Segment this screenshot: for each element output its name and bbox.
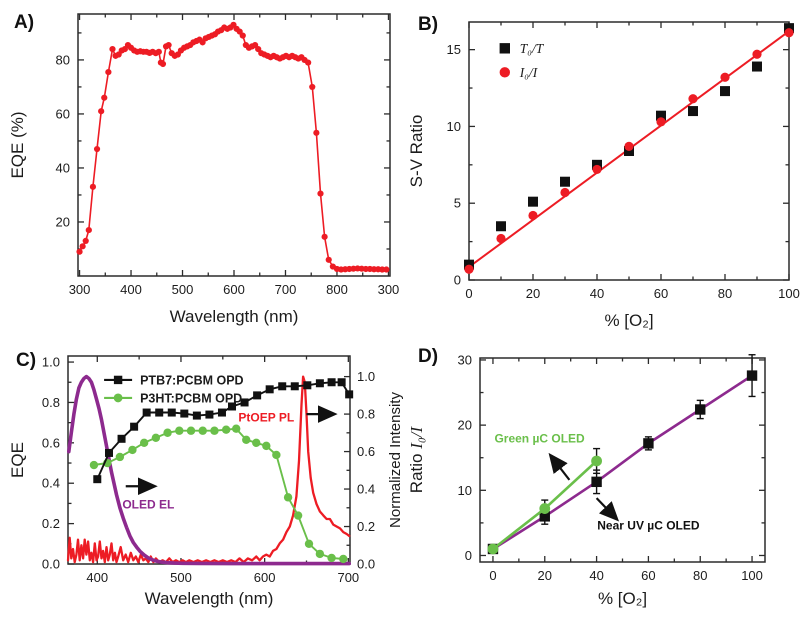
svg-text:I₀/I: I₀/I [519,65,539,80]
svg-text:PTB7:PCBM OPD: PTB7:PCBM OPD [140,373,243,387]
svg-text:0.2: 0.2 [42,516,60,531]
svg-text:0.2: 0.2 [357,519,375,534]
svg-text:80: 80 [56,52,70,67]
svg-text:600: 600 [254,570,276,585]
svg-text:60: 60 [56,106,70,121]
panel-b-letter: B) [418,14,439,35]
svg-text:Near UV µC OLED: Near UV µC OLED [597,518,700,532]
svg-text:300: 300 [69,282,91,297]
svg-text:OLED EL: OLED EL [122,497,174,511]
svg-text:80: 80 [693,568,707,583]
svg-text:% [O₂]: % [O₂] [604,311,653,330]
svg-text:400: 400 [120,282,142,297]
svg-text:T₀/T: T₀/T [520,41,545,56]
svg-text:20: 20 [458,418,472,433]
panel-d-letter: D) [418,346,439,367]
svg-text:20: 20 [526,286,540,301]
svg-text:0.6: 0.6 [357,444,375,459]
svg-text:60: 60 [641,568,655,583]
svg-text:800: 800 [326,282,348,297]
svg-text:600: 600 [223,282,245,297]
svg-text:0.4: 0.4 [42,476,60,491]
svg-text:1.0: 1.0 [357,369,375,384]
svg-text:300: 300 [378,282,400,297]
svg-text:20: 20 [56,214,70,229]
svg-text:400: 400 [86,570,108,585]
panel-a-eqe-spectrum-chart: 300 400 500 600 700 800 300 20 40 60 80 Wavelength … [8,13,400,326]
svg-text:0.4: 0.4 [357,482,375,497]
svg-text:0: 0 [454,273,461,288]
svg-text:500: 500 [170,570,192,585]
svg-text:Normalized Intensity: Normalized Intensity [387,392,404,528]
svg-text:% [O₂]: % [O₂] [598,589,647,608]
svg-text:EQE (%): EQE (%) [8,111,27,178]
panel-b-stern-volmer-chart: 0 20 40 60 80 100 0 5 10 15 T₀/T I₀/I % [O₂] S-V Rati… [407,21,800,330]
svg-text:Wavelength (nm): Wavelength (nm) [170,307,299,326]
svg-text:100: 100 [741,568,763,583]
panel-a-letter: A) [14,12,35,33]
svg-text:P3HT:PCBM OPD: P3HT:PCBM OPD [140,391,242,405]
svg-text:Wavelength (nm): Wavelength (nm) [145,589,274,608]
svg-text:10: 10 [458,483,472,498]
svg-text:30: 30 [458,352,472,367]
svg-text:40: 40 [590,286,604,301]
svg-text:0.8: 0.8 [42,395,60,410]
svg-text:15: 15 [447,42,461,57]
svg-text:40: 40 [56,160,70,175]
panel-c-spectral-overlap-chart: 400 500 600 7000.00.20.40.60.81.00.00.20.40… [8,355,404,608]
svg-text:0.6: 0.6 [42,435,60,450]
svg-text:S-V Ratio: S-V Ratio [407,115,426,188]
svg-text:0: 0 [465,286,472,301]
svg-text:40: 40 [589,568,603,583]
svg-text:100: 100 [778,286,800,301]
svg-text:10: 10 [447,119,461,134]
svg-text:0: 0 [465,548,472,563]
svg-text:Ratio I₀/I: Ratio I₀/I [407,425,426,493]
svg-text:EQE: EQE [8,442,27,478]
svg-text:0.0: 0.0 [357,557,375,572]
svg-text:700: 700 [337,570,359,585]
svg-text:60: 60 [654,286,668,301]
svg-text:20: 20 [538,568,552,583]
svg-text:500: 500 [172,282,194,297]
svg-text:0: 0 [489,568,496,583]
svg-text:700: 700 [275,282,297,297]
svg-text:80: 80 [718,286,732,301]
svg-text:1.0: 1.0 [42,355,60,370]
svg-text:0.8: 0.8 [357,407,375,422]
panel-d-oxygen-ratio-chart: 0 20 40 60 80 100 0 10 20 30 Green µC OLED Near UV … [407,352,766,608]
svg-text:0.0: 0.0 [42,557,60,572]
svg-text:PtOEP PL: PtOEP PL [238,411,294,425]
svg-text:Green µC OLED: Green µC OLED [494,432,585,446]
svg-text:5: 5 [454,196,461,211]
panel-c-letter: C) [16,350,37,371]
